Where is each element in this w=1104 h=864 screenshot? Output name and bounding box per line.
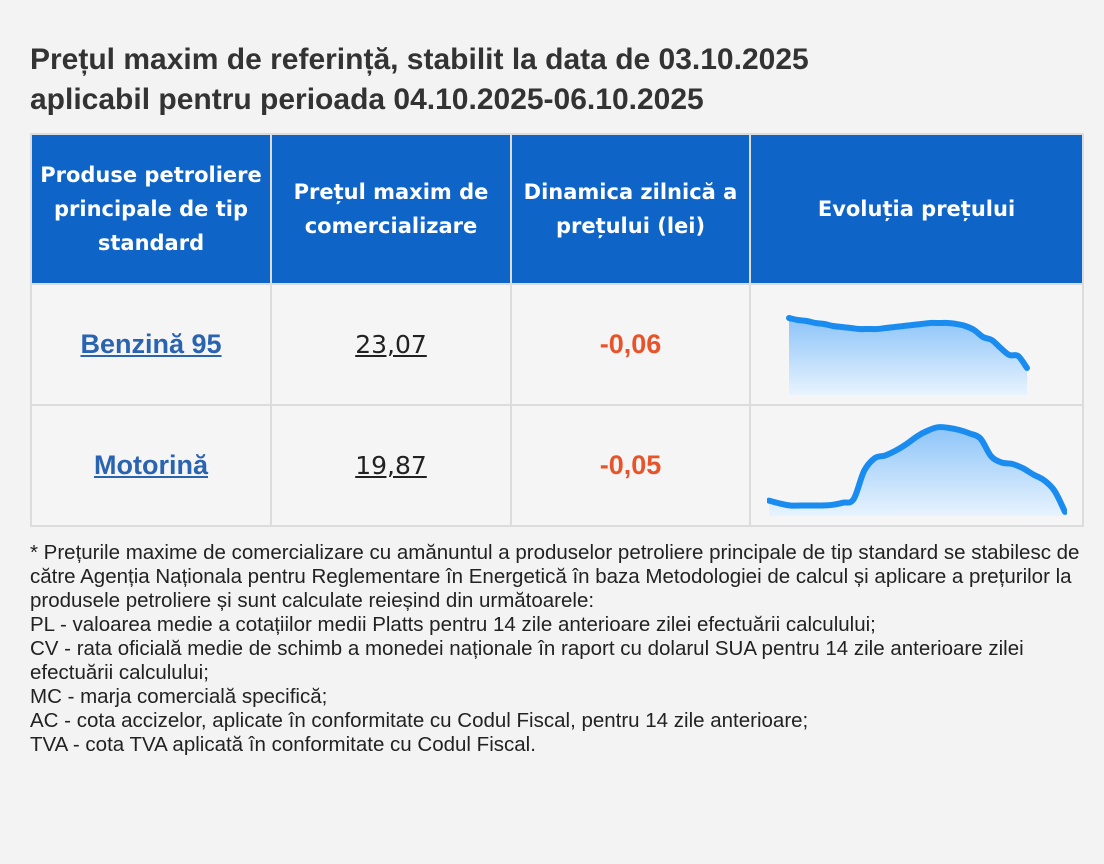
header-products: Produse petroliere principale de tip sta… <box>30 133 272 285</box>
sparkline-benzina-95 <box>785 314 1030 395</box>
dynamic-value: -0,06 <box>599 329 662 359</box>
price-cell: 19,87 <box>270 404 512 527</box>
page-title: Prețul maxim de referință, stabilit la d… <box>30 40 1082 120</box>
methodology-footnote: * Prețurile maxime de comercializare cu … <box>30 541 1082 757</box>
dynamic-cell: -0,06 <box>510 283 751 406</box>
footnote-tva: TVA - cota TVA aplicată în conformitate … <box>30 733 536 756</box>
footnote-mc: MC - marja comercială specifică; <box>30 685 328 708</box>
footnote-pl: PL - valoarea medie a cotațiilor medii P… <box>30 613 876 636</box>
table-row: Motorină 19,87 -0,05 <box>30 404 1084 527</box>
price-cell: 23,07 <box>270 283 512 406</box>
evolution-cell <box>749 404 1084 527</box>
sparkline-line <box>766 423 1067 515</box>
footnote-ac: AC - cota accizelor, aplicate în conform… <box>30 709 809 732</box>
header-daily-dynamic: Dinamica zilnică a prețului (lei) <box>510 133 751 285</box>
product-cell: Benzină 95 <box>30 283 272 406</box>
product-cell: Motorină <box>30 404 272 527</box>
evolution-cell <box>749 283 1084 406</box>
price-page: Prețul maxim de referință, stabilit la d… <box>30 40 1084 757</box>
price-value[interactable]: 19,87 <box>355 451 427 480</box>
title-line-2: aplicabil pentru perioada 04.10.2025-06.… <box>30 83 704 116</box>
sparkline-area <box>788 317 1027 395</box>
sparkline-area <box>768 426 1065 516</box>
product-link-benzina-95[interactable]: Benzină 95 <box>80 329 222 359</box>
price-table: Produse petroliere principale de tip sta… <box>30 133 1084 527</box>
header-price-evolution: Evoluția prețului <box>749 133 1084 285</box>
table-row: Benzină 95 23,07 -0,06 <box>30 283 1084 406</box>
product-link-motorina[interactable]: Motorină <box>94 450 208 480</box>
header-max-price: Prețul maxim de comercializare <box>270 133 512 285</box>
dynamic-cell: -0,05 <box>510 404 751 527</box>
footnote-intro: * Prețurile maxime de comercializare cu … <box>30 541 1080 612</box>
sparkline-motorina <box>766 423 1067 516</box>
table-header-row: Produse petroliere principale de tip sta… <box>30 133 1084 285</box>
sparkline-line <box>785 314 1030 371</box>
footnote-cv: CV - rata oficială medie de schimb a mon… <box>30 637 1024 684</box>
dynamic-value: -0,05 <box>599 450 662 480</box>
price-value[interactable]: 23,07 <box>355 330 427 359</box>
title-line-1: Prețul maxim de referință, stabilit la d… <box>30 43 809 76</box>
